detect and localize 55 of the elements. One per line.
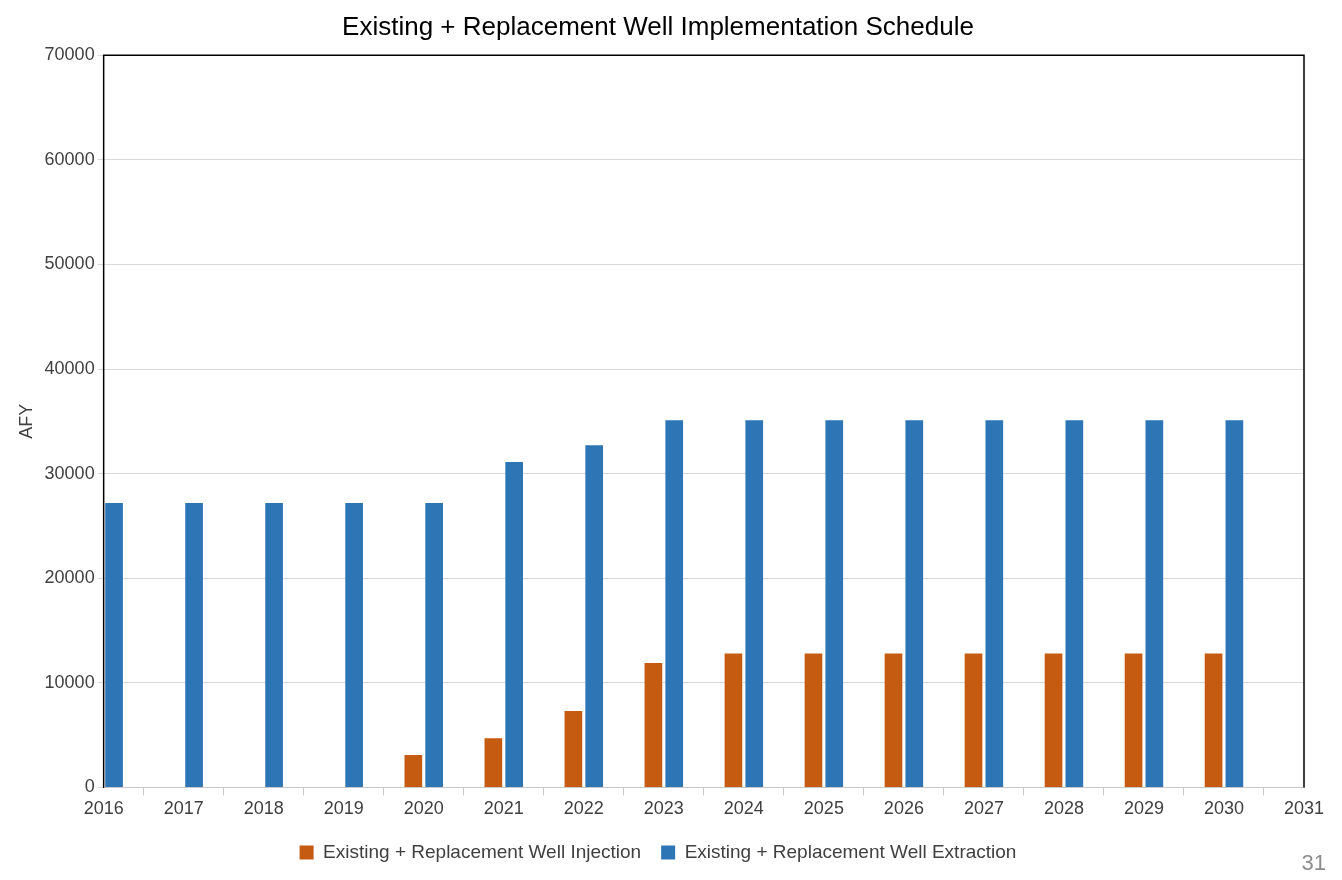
x-tick-label: 2016	[83, 798, 124, 819]
legend-label: Existing + Replacement Well Injection	[323, 840, 642, 862]
bar	[804, 653, 823, 787]
bar	[1145, 420, 1164, 787]
x-tick-label: 2024	[723, 798, 764, 819]
bar	[564, 711, 583, 787]
bar	[404, 754, 423, 787]
bar	[825, 420, 844, 787]
y-tick-label: 20000	[44, 567, 95, 588]
x-tick-label: 2026	[883, 798, 924, 819]
bar	[345, 502, 363, 787]
x-tick-label: 2030	[1203, 798, 1244, 819]
bar	[884, 653, 903, 787]
bar	[585, 445, 604, 787]
x-tick-label: 2017	[163, 798, 204, 819]
bar	[1204, 653, 1223, 787]
y-tick-label: 70000	[44, 44, 95, 65]
bar	[425, 502, 443, 787]
x-tick-label: 2023	[643, 798, 684, 819]
bar	[1065, 420, 1084, 787]
bar	[644, 662, 663, 787]
y-tick-label: 30000	[44, 462, 95, 483]
x-tick-label: 2022	[563, 798, 604, 819]
bar	[964, 653, 983, 787]
legend-label: Existing + Replacement Well Extraction	[684, 840, 1017, 862]
x-tick-label: 2031	[1283, 798, 1325, 819]
y-tick-label: 40000	[44, 357, 95, 378]
bar	[745, 420, 764, 787]
text: 31	[1301, 850, 1326, 876]
bar	[105, 502, 123, 787]
y-axis-title: AFY	[15, 403, 36, 439]
bar	[265, 502, 283, 787]
y-tick-label: 50000	[44, 253, 95, 274]
bar	[484, 738, 503, 787]
bar	[1044, 653, 1063, 787]
bar	[505, 462, 524, 787]
x-tick-label: 2029	[1123, 798, 1164, 819]
x-tick-label: 2025	[803, 798, 844, 819]
x-tick-label: 2028	[1043, 798, 1084, 819]
bar	[1124, 653, 1143, 787]
x-tick-label: 2019	[323, 798, 364, 819]
y-tick-label: 0	[84, 776, 95, 797]
chart-title: Existing + Replacement Well Implementation Schedule	[342, 10, 974, 41]
bar	[185, 502, 203, 787]
y-tick-label: 10000	[44, 671, 95, 692]
x-tick-label: 2020	[403, 798, 444, 819]
bar	[905, 420, 924, 787]
x-tick-label: 2021	[483, 798, 524, 819]
x-tick-label: 2027	[963, 798, 1004, 819]
bar	[1225, 420, 1244, 787]
y-tick-label: 60000	[44, 148, 95, 169]
x-tick-label: 2018	[243, 798, 284, 819]
bar	[985, 420, 1004, 787]
bar	[665, 420, 684, 787]
bar	[724, 653, 743, 787]
